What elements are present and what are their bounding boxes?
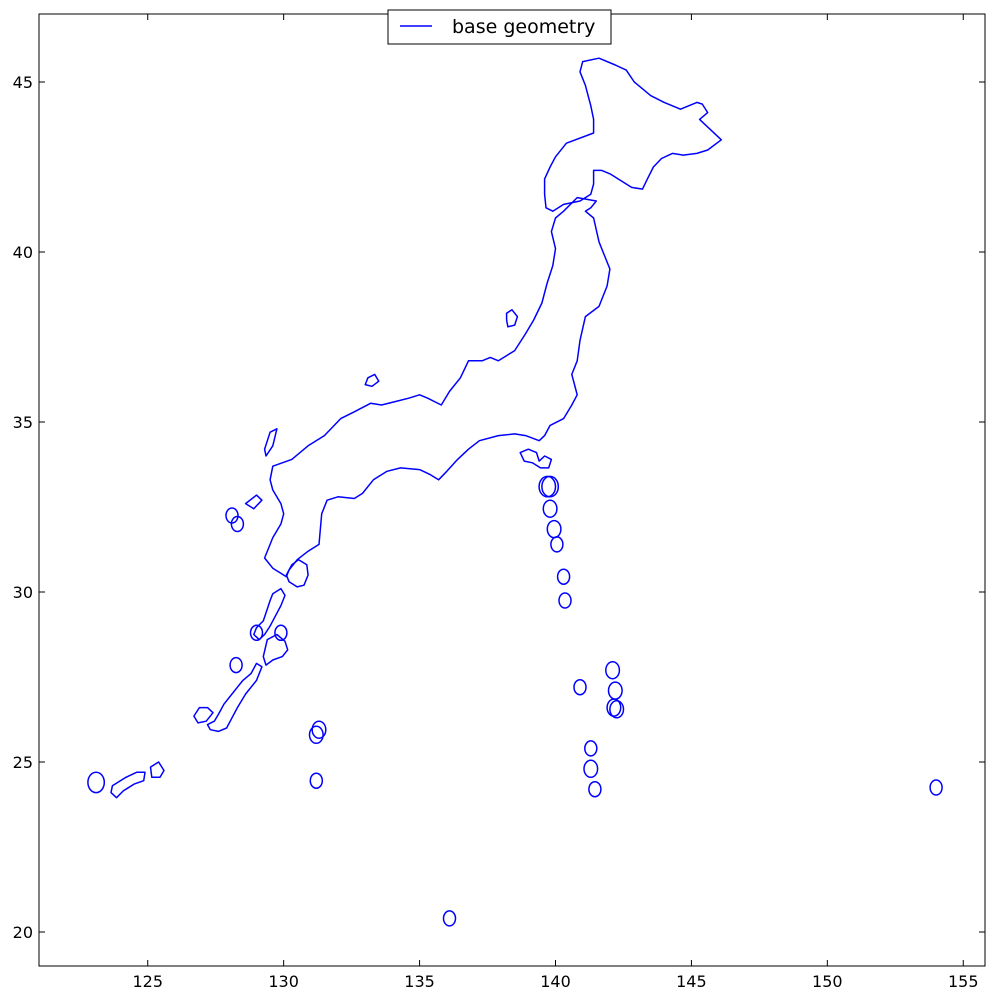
geometry-nansei-north <box>285 558 309 588</box>
plot-data <box>87 57 943 927</box>
x-tick-label: 125 <box>132 972 163 991</box>
geometry-islet-11 <box>541 475 560 498</box>
geometry-islet-7 <box>308 725 324 745</box>
y-axis: 20 25 30 35 40 45 <box>13 73 985 942</box>
x-tick-label: 140 <box>540 972 571 991</box>
x-tick-label: 155 <box>948 972 979 991</box>
y-tick-label: 40 <box>13 243 33 262</box>
geometry-islet-24 <box>588 780 602 798</box>
geometry-islet-15 <box>556 568 571 585</box>
y-tick-label: 35 <box>13 413 33 432</box>
geometry-islet-26 <box>929 779 943 796</box>
geometry-goto <box>244 494 263 510</box>
x-tick-label: 130 <box>268 972 299 991</box>
x-tick-label: 135 <box>404 972 435 991</box>
geometry-amami <box>262 633 289 666</box>
legend-box <box>387 9 612 45</box>
geometry-kume <box>193 706 214 724</box>
geometry-islet-16 <box>558 592 572 609</box>
legend-label: base geometry <box>452 16 595 38</box>
geometry-tsushima <box>263 428 278 457</box>
geometry-islet-25 <box>442 910 457 927</box>
geometry-islet-6 <box>229 656 243 674</box>
geometry-boso-islands <box>519 448 553 469</box>
geometry-miyako <box>149 761 165 779</box>
geometry-islet-8 <box>311 720 327 739</box>
geometry-islet-1 <box>87 771 106 794</box>
geometry-yaeyama <box>110 771 146 799</box>
geometry-islet-18 <box>605 660 621 680</box>
geometry-islet-22 <box>584 740 598 757</box>
geometry-oki <box>364 373 380 388</box>
geometry-sado <box>505 309 519 328</box>
geometry-okinawa-chain <box>206 662 263 733</box>
y-tick-label: 45 <box>13 73 33 92</box>
geometry-islet-9 <box>309 772 324 789</box>
y-tick-label: 25 <box>13 753 33 772</box>
legend: base geometry <box>387 9 612 45</box>
geometry-islet-12 <box>542 499 558 518</box>
geometry-islet-20 <box>606 698 622 717</box>
geometry-islet-14 <box>550 536 564 553</box>
x-tick-label: 145 <box>676 972 707 991</box>
geometry-honshu <box>263 196 611 578</box>
x-tick-label: 150 <box>812 972 843 991</box>
geometry-islet-5 <box>274 624 288 642</box>
y-tick-label: 30 <box>13 583 33 602</box>
y-tick-label: 20 <box>13 923 33 942</box>
geometry-hokkaido <box>543 57 723 212</box>
geometry-islet-17 <box>573 678 587 696</box>
geometry-islet-4 <box>249 624 264 642</box>
geometry-islet-21 <box>609 700 625 719</box>
x-axis: 125 130 135 140 145 150 155 <box>132 14 979 991</box>
geometry-islet-3 <box>230 515 245 533</box>
geometry-islet-23 <box>583 759 599 779</box>
